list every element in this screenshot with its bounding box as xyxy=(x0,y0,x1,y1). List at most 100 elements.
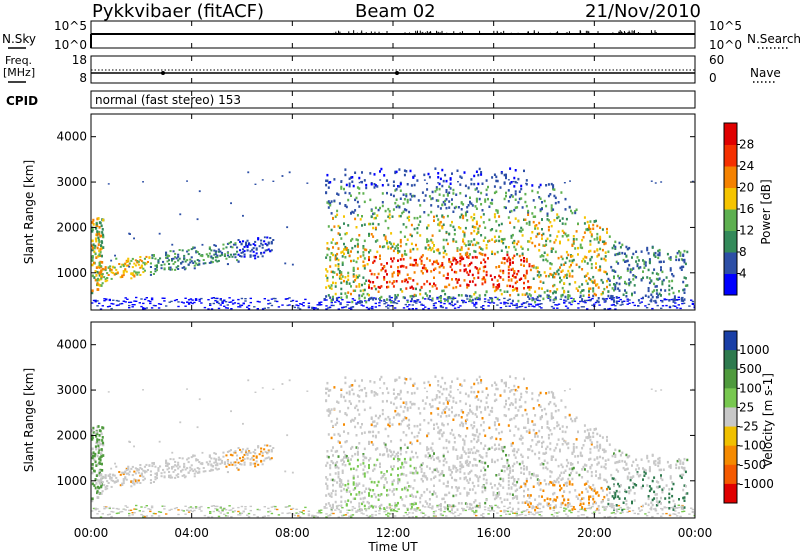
power-cell xyxy=(372,298,375,301)
velocity-cell xyxy=(242,459,245,462)
velocity-cell xyxy=(467,464,470,467)
velocity-cell xyxy=(356,453,359,456)
velocity-cell xyxy=(249,451,252,454)
velocity-cell xyxy=(101,481,104,484)
power-cell xyxy=(340,271,343,274)
power-cell xyxy=(362,260,365,263)
power-cell xyxy=(293,306,296,309)
power-cell xyxy=(607,290,610,293)
power-cell xyxy=(193,260,196,263)
power-cell xyxy=(611,296,614,300)
velocity-cell xyxy=(191,507,194,509)
power-cell xyxy=(619,276,622,279)
velocity-cell xyxy=(403,381,406,385)
power-cell xyxy=(326,179,329,182)
power-cell xyxy=(332,238,334,241)
velocity-cell xyxy=(586,516,589,518)
power-cell xyxy=(605,298,608,300)
power-cell xyxy=(323,298,326,300)
velocity-cell xyxy=(336,460,339,464)
power-cell xyxy=(330,301,333,304)
velocity-cell xyxy=(226,459,229,462)
velocity-cell xyxy=(391,480,394,484)
velocity-cell xyxy=(171,466,174,468)
power-cell xyxy=(549,193,552,196)
velocity-cell xyxy=(587,507,591,509)
power-cell xyxy=(671,273,674,276)
power-cell xyxy=(190,248,193,251)
power-cell xyxy=(452,296,455,299)
power-cell xyxy=(374,184,377,187)
power-cell xyxy=(171,243,174,246)
velocity-cell xyxy=(427,505,430,508)
velocity-cell xyxy=(148,464,151,467)
velocity-cell xyxy=(412,384,415,387)
power-cell xyxy=(495,286,498,289)
velocity-cell xyxy=(131,482,134,485)
power-cell xyxy=(124,268,127,271)
power-cell xyxy=(457,181,459,183)
power-cell xyxy=(373,183,376,186)
power-cell xyxy=(163,267,166,270)
velocity-cell xyxy=(386,387,388,390)
power-cell xyxy=(646,276,649,279)
velocity-cell xyxy=(334,500,337,504)
velocity-cell xyxy=(633,512,636,515)
velocity-cell xyxy=(388,449,391,452)
power-cell xyxy=(683,291,686,294)
power-cell xyxy=(398,168,401,171)
velocity-cell xyxy=(398,480,401,483)
power-cell xyxy=(255,248,258,251)
velocity-cell xyxy=(137,479,140,482)
velocity-cell xyxy=(452,494,455,498)
power-cell xyxy=(582,236,585,239)
power-cell xyxy=(370,233,373,236)
power-cell xyxy=(470,232,473,235)
power-cell xyxy=(590,235,593,238)
power-cell xyxy=(412,287,415,290)
velocity-cell xyxy=(193,472,196,475)
power-cell xyxy=(636,263,639,266)
power-cell xyxy=(210,249,213,252)
power-cell xyxy=(361,294,363,298)
power-cell xyxy=(210,308,214,310)
velocity-cell xyxy=(475,415,478,418)
velocity-cell xyxy=(470,448,473,451)
velocity-cell xyxy=(415,515,418,518)
power-cell xyxy=(578,265,581,269)
power-cell xyxy=(459,183,462,186)
power-cell xyxy=(595,262,597,265)
velocity-cell xyxy=(390,440,393,443)
power-cell xyxy=(655,285,658,288)
power-cell xyxy=(332,246,334,249)
velocity-cell xyxy=(219,507,222,509)
velocity-cell xyxy=(397,451,399,455)
power-cell xyxy=(386,298,388,301)
power-cell xyxy=(462,240,465,243)
velocity-cell xyxy=(422,512,425,514)
power-cell xyxy=(683,298,686,301)
velocity-cell xyxy=(352,481,355,484)
velocity-cell xyxy=(316,516,319,518)
power-cell xyxy=(442,246,445,250)
power-cell xyxy=(334,264,337,267)
velocity-cell xyxy=(190,468,193,471)
velocity-cell xyxy=(424,475,427,478)
velocity-cell xyxy=(471,510,474,512)
power-cell xyxy=(509,263,512,266)
velocity-cell xyxy=(173,507,177,510)
power-cell xyxy=(383,265,386,269)
power-cell xyxy=(239,304,242,306)
velocity-cell xyxy=(347,406,350,410)
power-cell xyxy=(128,265,131,268)
velocity-cell xyxy=(251,456,254,459)
power-cell xyxy=(134,259,137,262)
power-cell xyxy=(614,305,617,307)
power-cell xyxy=(222,243,225,246)
power-cell xyxy=(581,283,584,286)
power-cell xyxy=(449,296,452,300)
power-cell xyxy=(628,299,631,301)
power-cell xyxy=(484,226,487,229)
velocity-cell xyxy=(443,506,446,508)
velocity-cell xyxy=(263,459,266,462)
